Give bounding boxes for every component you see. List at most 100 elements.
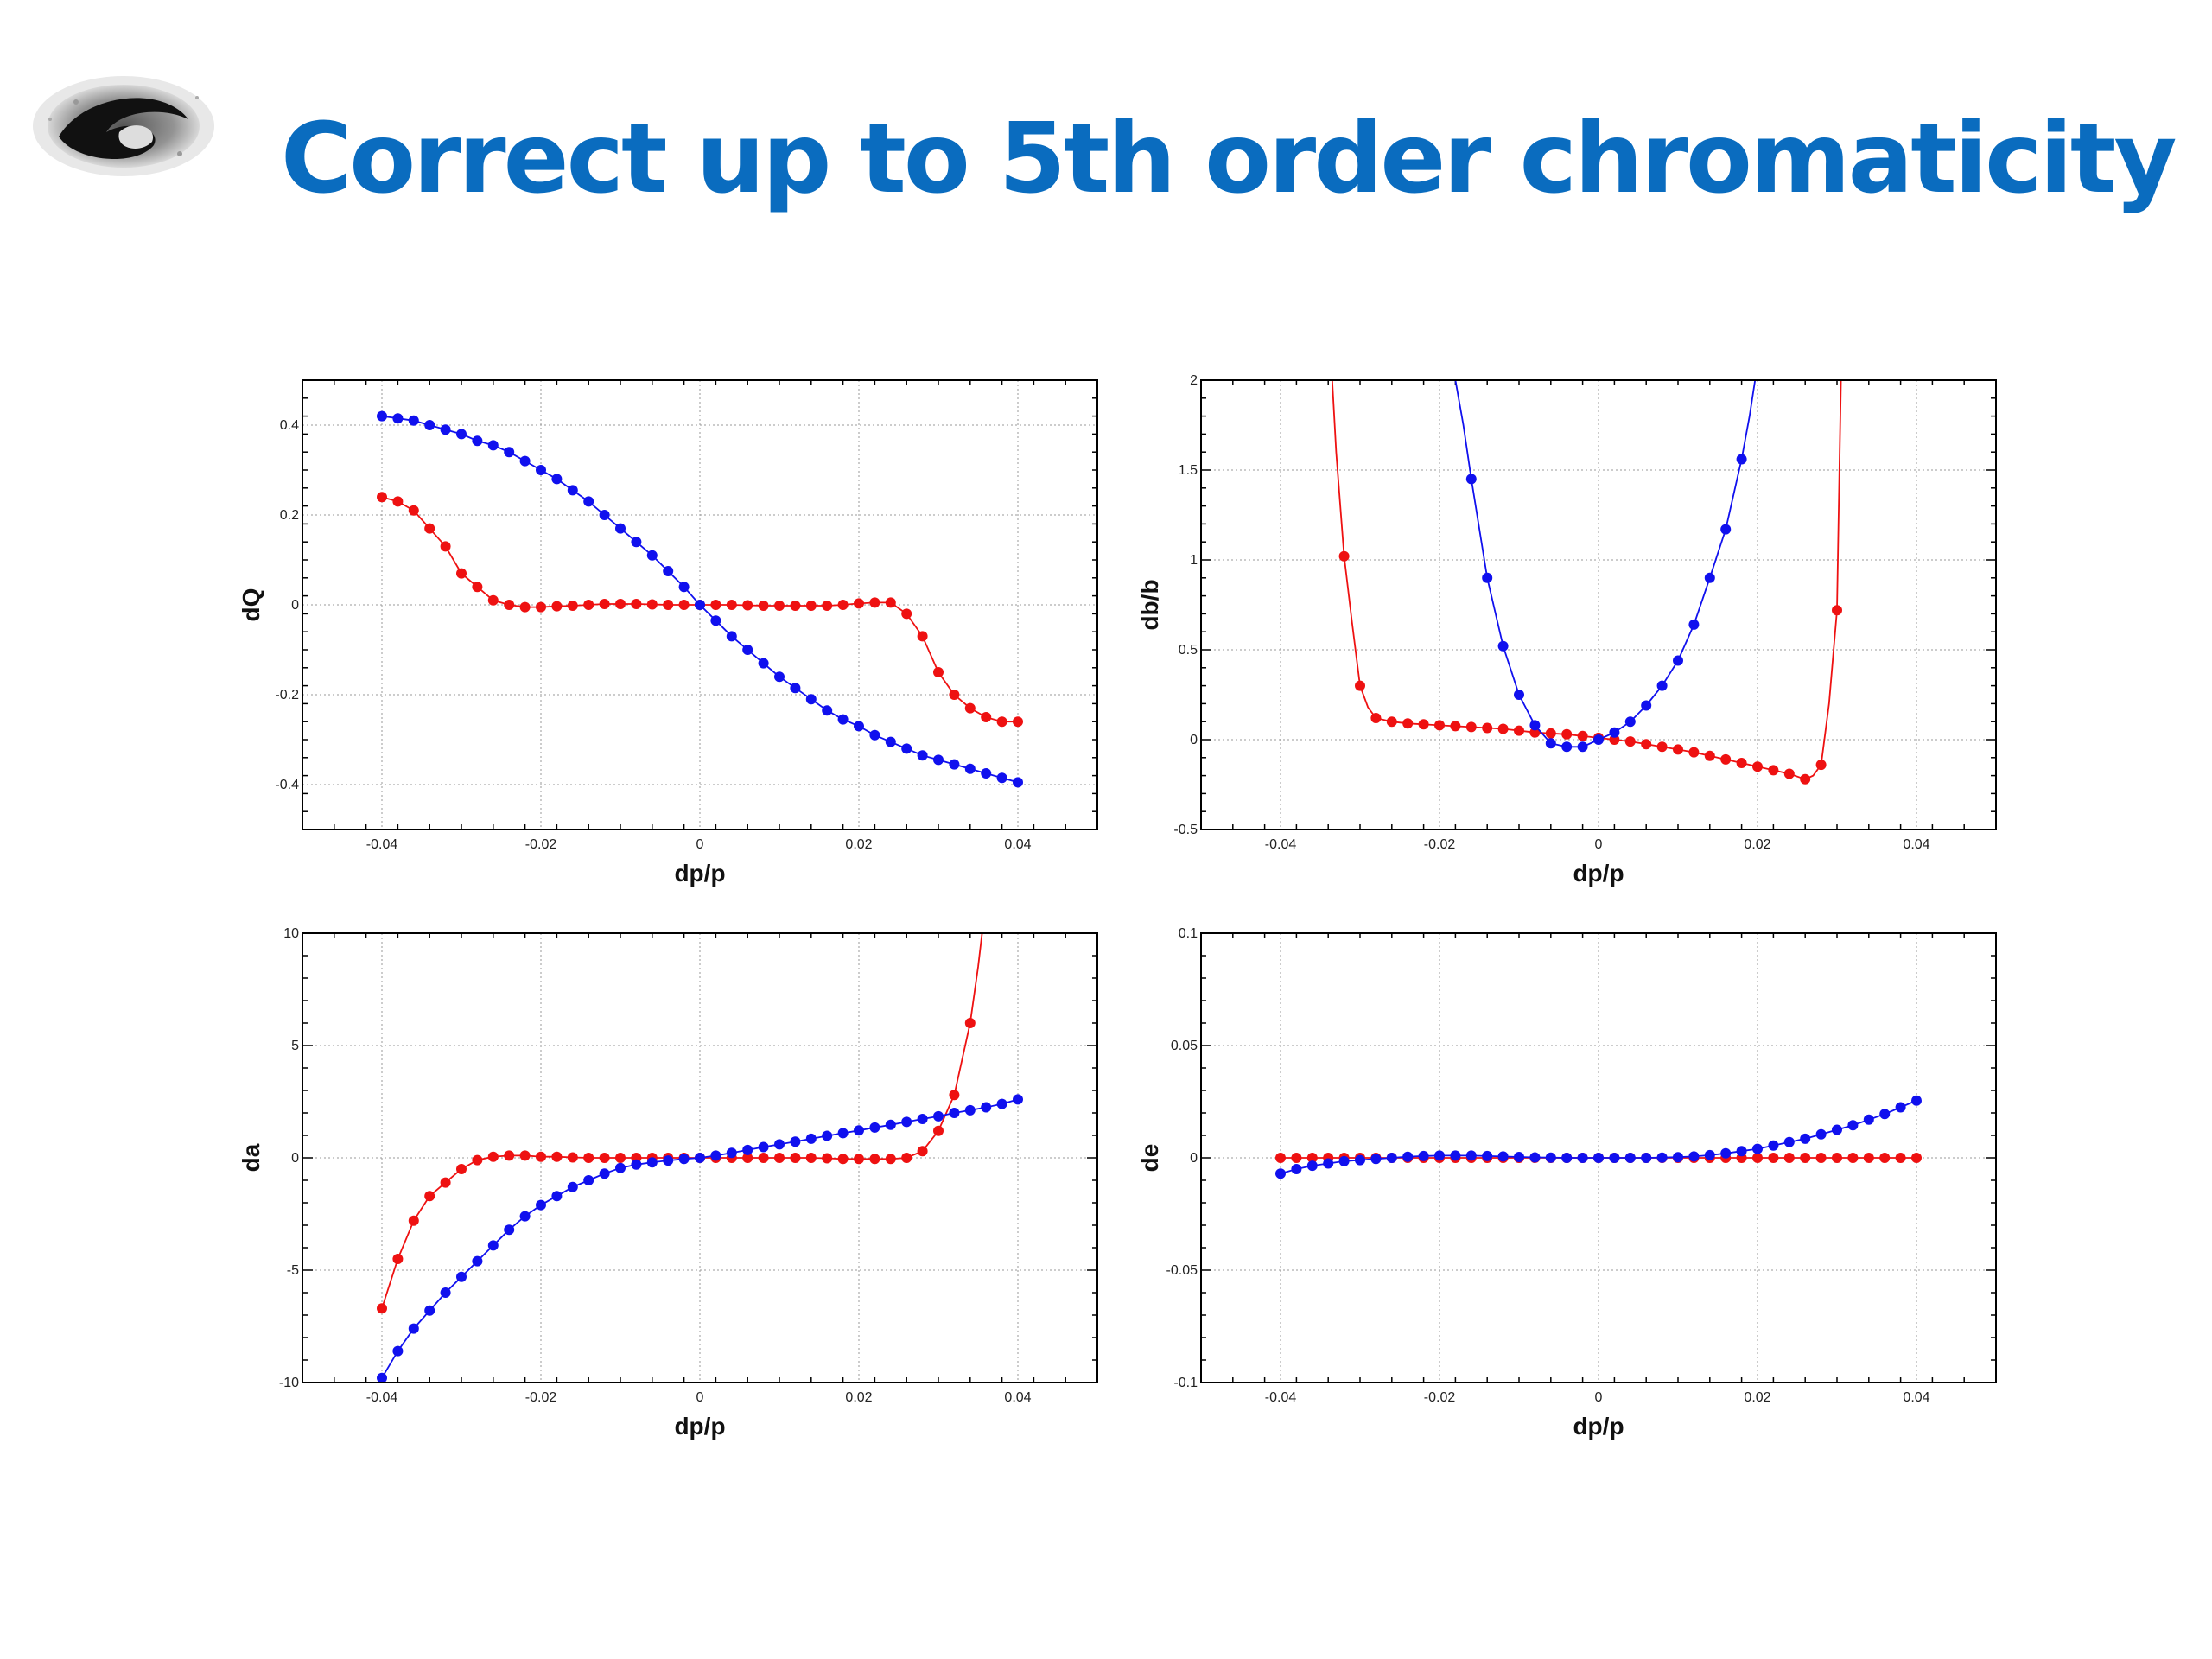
data-point <box>869 597 880 608</box>
data-point <box>710 1150 721 1161</box>
y-axis-label: de <box>1136 1144 1163 1173</box>
data-point <box>1641 739 1652 750</box>
data-point <box>949 759 960 770</box>
x-tick-label: 0 <box>696 837 704 852</box>
y-tick-label: 1.5 <box>1179 463 1198 478</box>
data-point <box>1673 655 1683 666</box>
data-point <box>1497 723 1509 734</box>
data-point <box>1911 1095 1922 1106</box>
chart-da: -0.04 -0.02 0 0.02 0.04 -10 -5 0 5 10 dp/p da <box>233 916 1106 1452</box>
data-point <box>901 1116 912 1128</box>
data-point <box>981 768 992 779</box>
x-axis-label: dp/p <box>674 860 725 887</box>
data-point <box>1434 720 1445 731</box>
data-point <box>837 714 849 725</box>
y-tick-label: 0.1 <box>1179 926 1198 941</box>
data-point <box>1641 700 1652 711</box>
data-point <box>1768 765 1779 776</box>
x-tick-label: 0.02 <box>845 1390 872 1405</box>
data-point <box>424 1191 435 1202</box>
y-tick-label: 0 <box>1190 733 1198 747</box>
data-point <box>1514 690 1524 700</box>
data-point <box>885 1154 896 1165</box>
data-point <box>519 1150 531 1161</box>
data-point <box>1688 747 1700 758</box>
data-point <box>1465 474 1477 485</box>
data-point <box>790 601 801 611</box>
x-tick-label: -0.02 <box>1424 1390 1456 1405</box>
data-point <box>663 1155 674 1166</box>
data-point <box>519 601 531 613</box>
data-point <box>1624 1153 1636 1163</box>
data-point <box>805 1133 817 1144</box>
data-point <box>1800 1153 1811 1163</box>
data-point <box>1514 1152 1524 1162</box>
y-axis-label: da <box>238 1143 264 1172</box>
data-point <box>1275 1168 1286 1179</box>
data-point <box>1815 760 1827 771</box>
y-tick-label: 5 <box>291 1039 299 1053</box>
data-point <box>1895 1153 1906 1163</box>
x-tick-label: 0.02 <box>845 837 872 852</box>
data-point <box>1482 572 1493 583</box>
data-point <box>1529 1152 1541 1163</box>
data-point <box>1370 1154 1382 1165</box>
data-point <box>583 496 594 507</box>
chart-de: -0.04 -0.02 0 0.02 0.04 -0.1 -0.05 0 0.05 0.1 dp/p… <box>1132 916 2005 1452</box>
data-point <box>1593 1153 1604 1163</box>
data-point <box>1609 727 1620 738</box>
data-point <box>599 510 610 520</box>
y-axis-label: db/b <box>1136 579 1163 630</box>
data-point <box>1624 716 1636 728</box>
data-point <box>646 550 658 561</box>
data-point <box>408 1215 419 1226</box>
y-tick-label: 0.2 <box>280 508 299 523</box>
data-point <box>472 1154 483 1166</box>
data-point <box>1465 1150 1477 1161</box>
data-point <box>1736 454 1747 465</box>
data-point <box>1370 713 1382 723</box>
data-point <box>1465 721 1477 733</box>
y-tick-label: -0.05 <box>1166 1263 1198 1278</box>
data-point <box>567 1152 578 1163</box>
data-point <box>758 658 769 669</box>
chart-svg: -0.04 -0.02 0 0.02 0.04 -10 -5 0 5 10 dp/p da <box>238 926 1098 1440</box>
data-point <box>1832 1124 1842 1135</box>
data-point <box>981 1102 992 1113</box>
y-tick-label: 10 <box>283 926 299 941</box>
data-point <box>472 435 483 447</box>
data-point <box>1514 725 1524 736</box>
data-point <box>837 1128 849 1139</box>
data-point <box>1656 741 1668 753</box>
data-point <box>583 1175 594 1185</box>
data-point <box>758 1153 769 1163</box>
data-point <box>1673 744 1683 755</box>
x-tick-label: 0.02 <box>1744 837 1770 852</box>
data-point <box>1768 1140 1779 1151</box>
data-point <box>583 600 594 610</box>
data-point <box>424 1305 435 1316</box>
data-point <box>536 1151 546 1162</box>
data-point <box>551 601 563 612</box>
series-1 <box>1331 380 1842 785</box>
data-point <box>1013 716 1023 728</box>
data-point <box>472 1255 483 1267</box>
data-point <box>1863 1153 1874 1163</box>
y-tick-label: -5 <box>287 1263 299 1278</box>
x-tick-label: -0.04 <box>1265 1390 1297 1405</box>
data-point <box>1418 1150 1429 1161</box>
data-point <box>695 1153 705 1163</box>
data-point <box>742 1153 753 1163</box>
data-point <box>1736 1146 1747 1157</box>
data-point <box>1704 1149 1715 1160</box>
data-point <box>695 600 705 610</box>
data-point <box>981 712 992 722</box>
data-point <box>742 645 753 655</box>
data-point <box>1752 1143 1763 1154</box>
data-point <box>456 1271 467 1282</box>
data-point <box>440 1177 451 1188</box>
data-point <box>1402 718 1414 729</box>
y-tick-label: -0.1 <box>1173 1376 1198 1390</box>
data-point <box>885 736 896 747</box>
x-tick-label: -0.02 <box>525 837 557 852</box>
